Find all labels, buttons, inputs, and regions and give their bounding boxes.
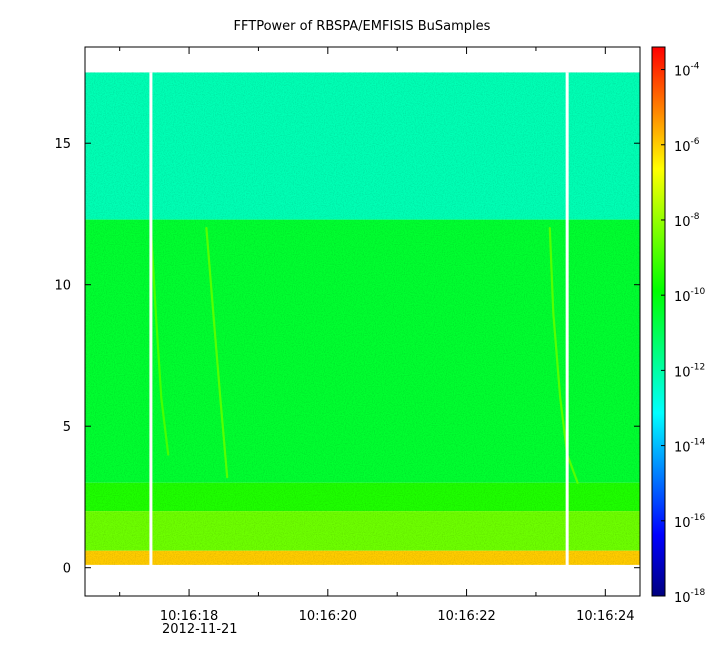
whistler-trace-0	[149, 227, 170, 456]
y-tick-label: 0	[63, 562, 71, 577]
y-tick-label: 15	[54, 137, 71, 152]
colorbar-bar	[651, 46, 666, 597]
x-tick-label: 10:16:20	[299, 609, 357, 624]
colorbar-tick-label: 10-6	[674, 137, 700, 155]
colorbar-tick-label: 10-18	[674, 588, 706, 606]
x-axis: 10:16:18 10:16:20 10:16:22 10:16:24	[119, 47, 635, 624]
chart-title: FFTPower of RBSPA/EMFISIS BuSamples	[234, 19, 491, 34]
colorbar-tick-label: 10-8	[674, 212, 700, 230]
colorbar-tick-label: 10-14	[674, 438, 706, 456]
whistler-trace-1	[205, 227, 229, 479]
colorbar-tick-label: 10-10	[674, 287, 706, 305]
plot-frame	[84, 46, 641, 597]
y-axis: 0 5 10 15	[54, 137, 640, 577]
y-tick-label: 10	[54, 279, 71, 294]
spectrogram-noise	[85, 72, 640, 565]
whistler-trace-2	[548, 227, 579, 484]
x-tick-label: 10:16:24	[576, 609, 634, 624]
x-axis-date-label: 2012-11-21	[162, 622, 238, 637]
colorbar-tick-label: 10-16	[674, 513, 706, 531]
colorbar: 10-4 10-6 10-8 10-10 10-12 10-14 10-16 10-18	[651, 46, 706, 606]
colorbar-tick-label: 10-12	[674, 362, 705, 380]
whistler-traces	[149, 227, 579, 484]
plot-area	[84, 46, 641, 597]
colorbar-tick-label: 10-4	[674, 62, 700, 80]
colorbar-ticks: 10-4 10-6 10-8 10-10 10-12 10-14 10-16 10-18	[661, 62, 706, 606]
y-tick-label: 5	[63, 420, 71, 435]
x-tick-label: 10:16:22	[437, 609, 495, 624]
data-gaps	[149, 72, 569, 568]
x-tick-label: 10:16:18	[160, 609, 218, 624]
